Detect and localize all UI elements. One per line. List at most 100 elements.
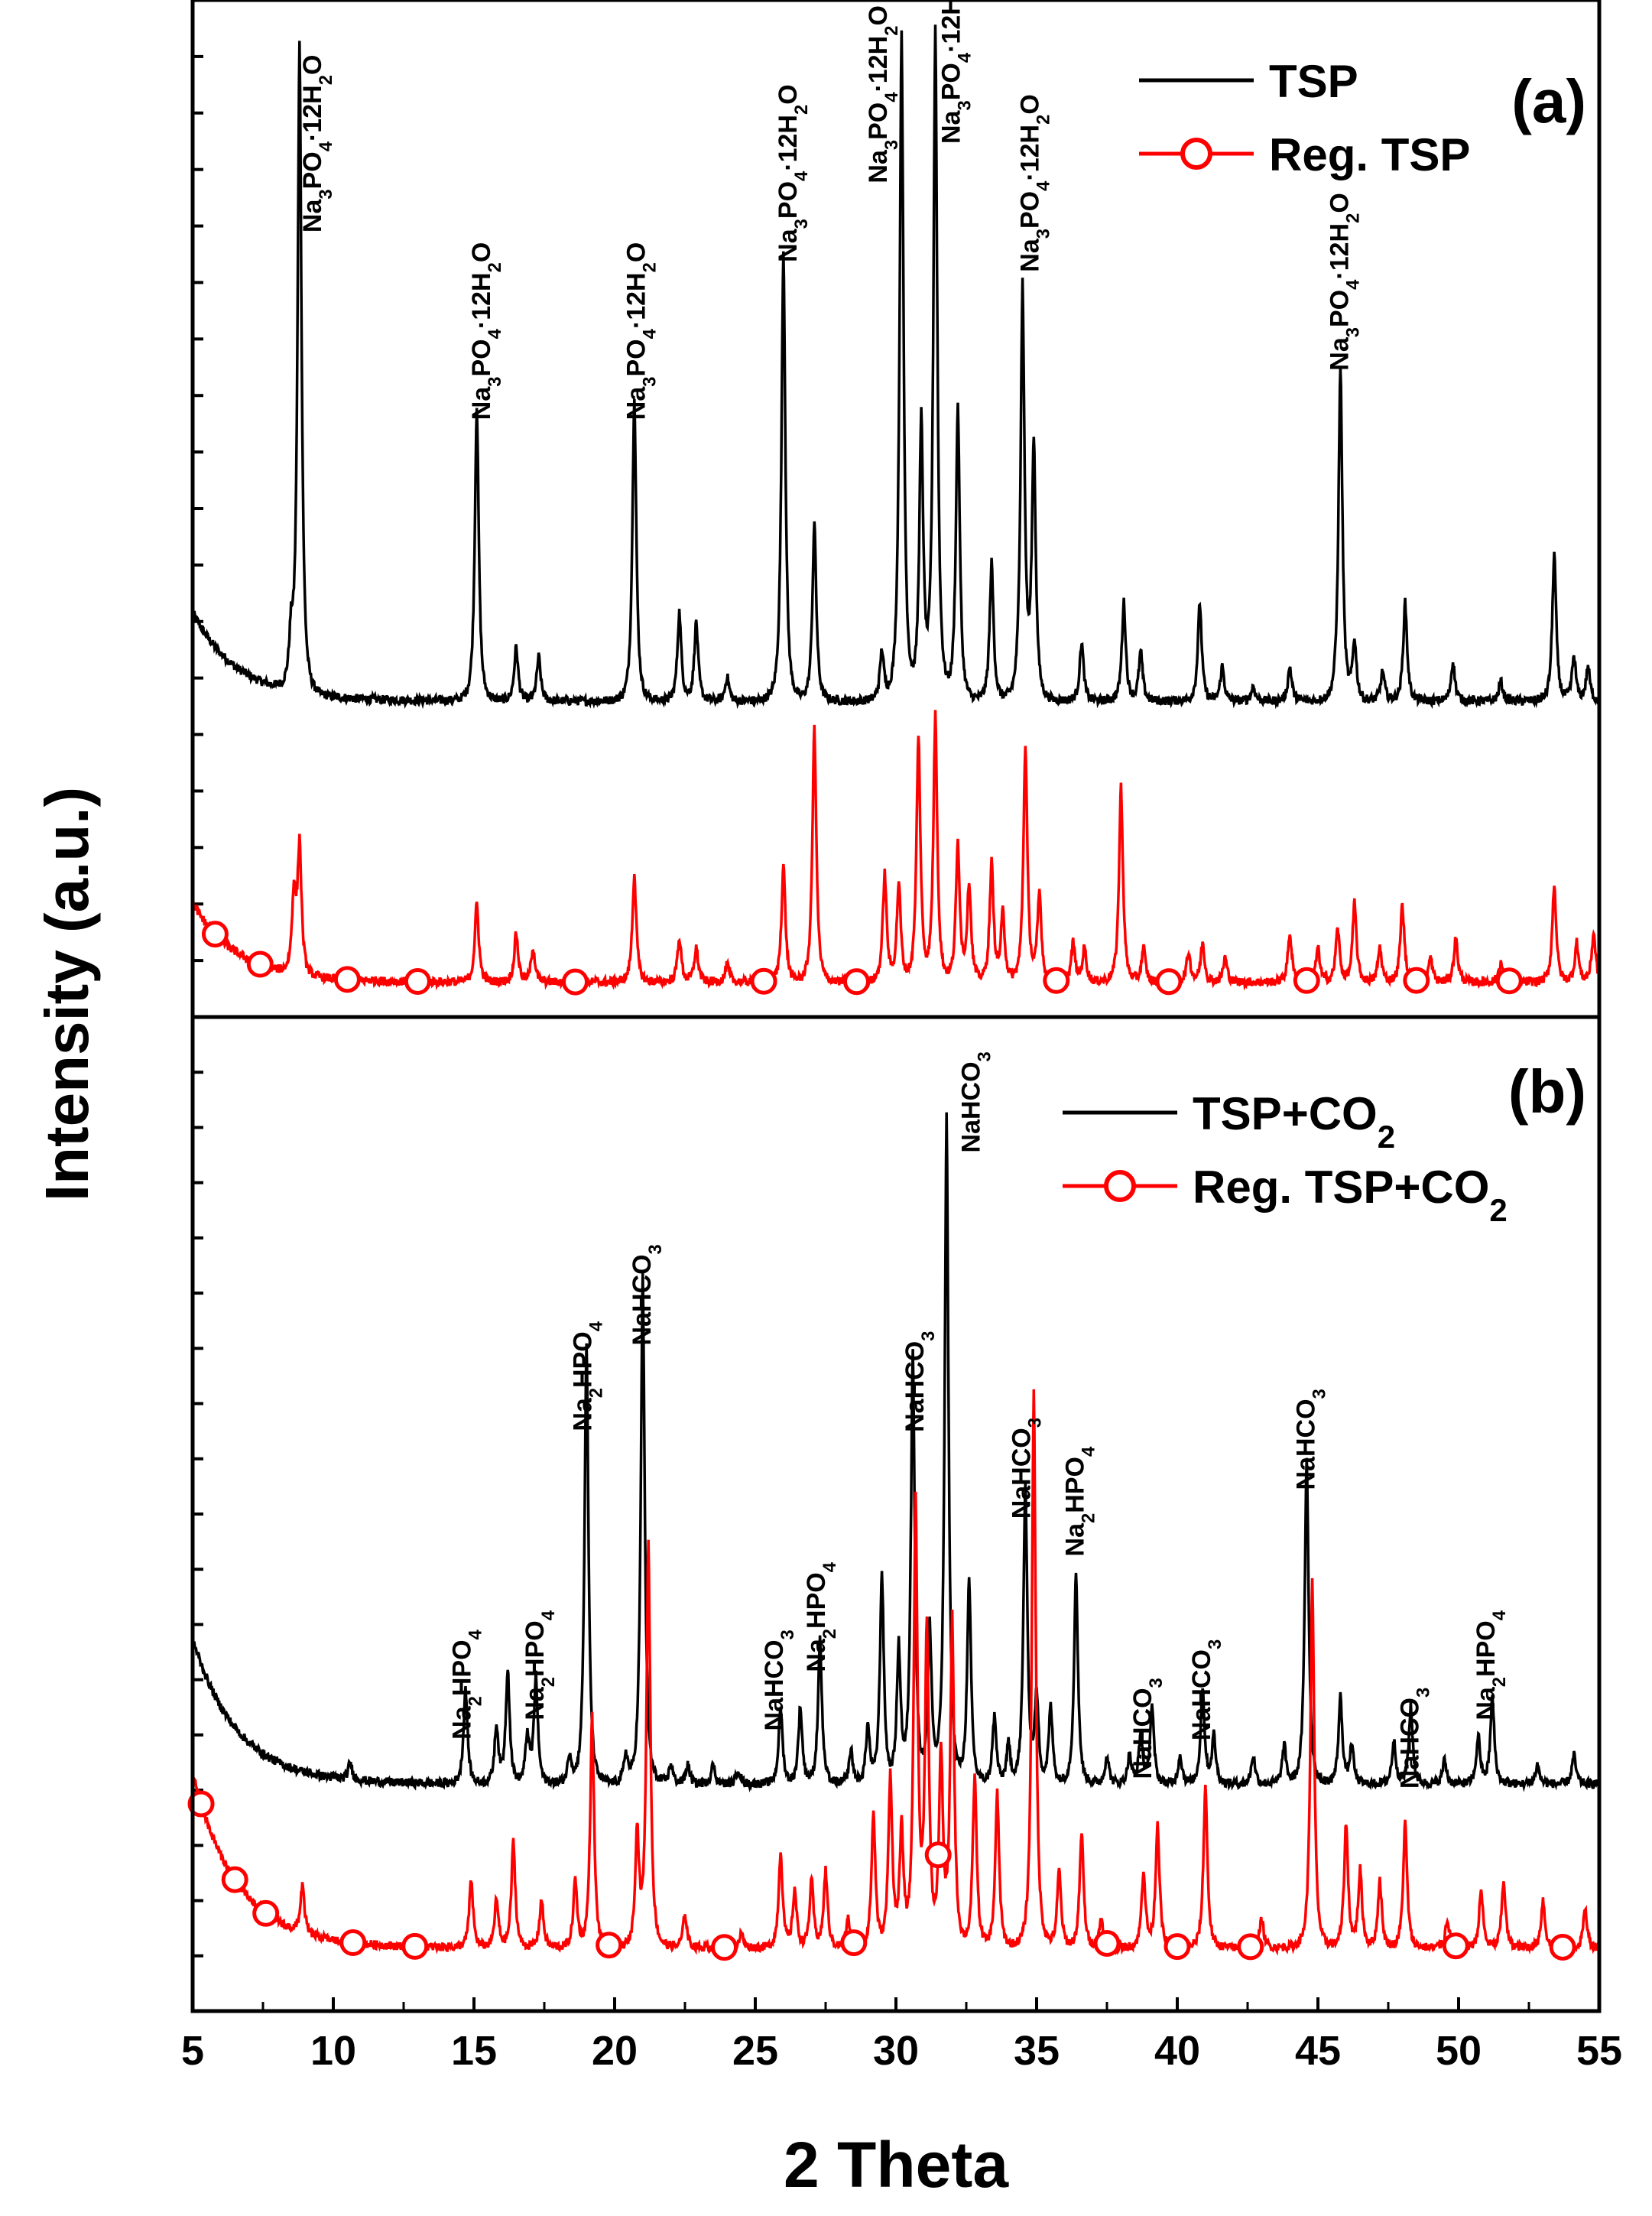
series-marker (201, 921, 229, 948)
x-axis-title: 2 Theta (784, 2129, 1009, 2201)
legend-label: TSP+CO2 (1193, 1088, 1395, 1155)
peak-label: NaHCO3 (901, 1331, 939, 1432)
peak-annotation: Na2HPO4 (569, 1321, 607, 1431)
series-marker (1043, 967, 1070, 994)
peak-annotation: NaHCO3 (760, 1630, 798, 1730)
series-line-tsp (191, 24, 1601, 710)
x-tick-label: 25 (732, 2028, 778, 2074)
peak-label: NaHCO3 (628, 1244, 666, 1345)
series-line-tsp-co2 (191, 1112, 1601, 1793)
peak-label: NaHCO3 (1008, 1418, 1046, 1519)
legend-marker (1104, 1170, 1136, 1202)
series-marker (1442, 1932, 1469, 1960)
panel-a: Na3PO4·12H2O Na3PO4·12H2O Na3PO4·12H2O Na3P… (191, 0, 1601, 1019)
series-marker (842, 968, 870, 996)
peak-annotation: NaHCO3 (901, 1331, 939, 1432)
series-marker (596, 1932, 623, 1959)
peak-label: NaHCO3 (1291, 1389, 1329, 1490)
x-tick-label: 40 (1154, 2028, 1200, 2074)
peak-label: NaHCO3 (760, 1630, 798, 1730)
peak-annotation: NaHCO3 (956, 1051, 995, 1152)
peak-label: Na2HPO4 (802, 1561, 840, 1672)
series-marker (1237, 1933, 1264, 1961)
peak-annotation: Na2HPO4 (802, 1561, 840, 1672)
series-marker (750, 967, 777, 995)
peak-annotation: NaHCO3 (1128, 1678, 1167, 1779)
peak-annotation: Na3PO4·12H2O (864, 5, 902, 184)
series-marker (1293, 967, 1320, 994)
series-marker (924, 1841, 952, 1869)
legend-label: TSP (1269, 56, 1358, 107)
peak-label: Na3PO4·12H2O (864, 5, 902, 184)
series-marker (1164, 1933, 1191, 1961)
x-tick-label: 20 (592, 2028, 638, 2074)
peak-label: Na2HPO4 (1061, 1446, 1099, 1556)
series-marker (1495, 967, 1523, 995)
peak-annotation: Na2HPO4 (447, 1629, 485, 1739)
peak-annotation: Na3PO4·12H2O (622, 242, 660, 421)
peak-label: Na3PO4·12H2O (1325, 193, 1363, 371)
x-tick-label: 15 (451, 2028, 497, 2074)
series-marker (252, 1899, 280, 1927)
panel-label: (b) (1508, 1058, 1586, 1126)
peak-annotation: Na3PO4·12H2O (774, 84, 812, 262)
peak-label: Na3PO4·12H2O (937, 0, 975, 144)
peak-label: Na3PO4·12H2O (774, 84, 812, 262)
peak-label: Na2HPO4 (521, 1610, 559, 1720)
peak-annotation: NaHCO3 (1291, 1389, 1329, 1490)
peak-label: Na3PO4·12H2O (298, 55, 336, 233)
series-marker (401, 1932, 429, 1960)
x-tick-label: 5 (181, 2028, 204, 2074)
x-tick-label: 50 (1436, 2028, 1482, 2074)
peak-annotation: NaHCO3 (1395, 1688, 1433, 1789)
peak-annotation: NaHCO3 (1187, 1639, 1225, 1740)
x-tick-label: 30 (873, 2028, 919, 2074)
series-marker (333, 966, 361, 993)
series-marker (561, 968, 589, 996)
series-marker (187, 1790, 215, 1818)
peak-annotation: Na3PO4·12H2O (298, 55, 336, 233)
peak-label: NaHCO3 (1395, 1688, 1433, 1789)
legend-marker (1180, 138, 1212, 170)
peak-annotation: NaHCO3 (1008, 1418, 1046, 1519)
peak-label: Na3PO4·12H2O (622, 242, 660, 421)
peak-label: NaHCO3 (1187, 1639, 1225, 1740)
series-marker (1155, 968, 1183, 996)
series-marker (1093, 1930, 1121, 1958)
series-marker (840, 1929, 868, 1957)
series-marker (1403, 967, 1430, 994)
x-axis-ticks: 5 10 15 20 25 30 35 40 45 50 55 (181, 1997, 1622, 2074)
x-tick-label: 35 (1014, 2028, 1060, 2074)
peak-label: NaHCO3 (956, 1051, 995, 1152)
series-marker (339, 1929, 367, 1957)
y-axis-title: Intensity (a.u.) (33, 787, 101, 1201)
peak-label: Na3PO4·12H2O (467, 242, 505, 421)
panel-label: (a) (1511, 67, 1586, 135)
x-tick-label: 55 (1576, 2028, 1622, 2074)
peak-label: Na2HPO4 (569, 1321, 607, 1431)
peak-label: Na2HPO4 (1472, 1610, 1510, 1720)
x-tick-label: 45 (1295, 2028, 1341, 2074)
series-marker (221, 1866, 248, 1893)
legend-label: Reg. TSP+CO2 (1193, 1162, 1508, 1228)
peak-annotation: Na3PO4·12H2O (1325, 193, 1363, 371)
peak-annotation: NaHCO3 (628, 1244, 666, 1345)
peak-annotation: Na3PO4·12H2O (937, 0, 975, 144)
legend-label: Reg. TSP (1269, 129, 1470, 180)
peak-annotation: Na2HPO4 (1472, 1610, 1510, 1720)
peak-annotation: Na2HPO4 (1061, 1446, 1099, 1556)
series-marker (711, 1934, 738, 1961)
x-tick-label: 10 (310, 2028, 356, 2074)
series-marker (404, 967, 431, 995)
peak-label: Na2HPO4 (447, 1629, 485, 1739)
peak-label: Na3PO4·12H2O (1016, 94, 1054, 272)
peak-label: NaHCO3 (1128, 1678, 1167, 1779)
peak-annotation: Na3PO4·12H2O (1016, 94, 1054, 272)
series-marker (1549, 1933, 1576, 1961)
peak-annotation: Na2HPO4 (521, 1610, 559, 1720)
peak-annotation: Na3PO4·12H2O (467, 242, 505, 421)
series-marker (246, 950, 274, 978)
